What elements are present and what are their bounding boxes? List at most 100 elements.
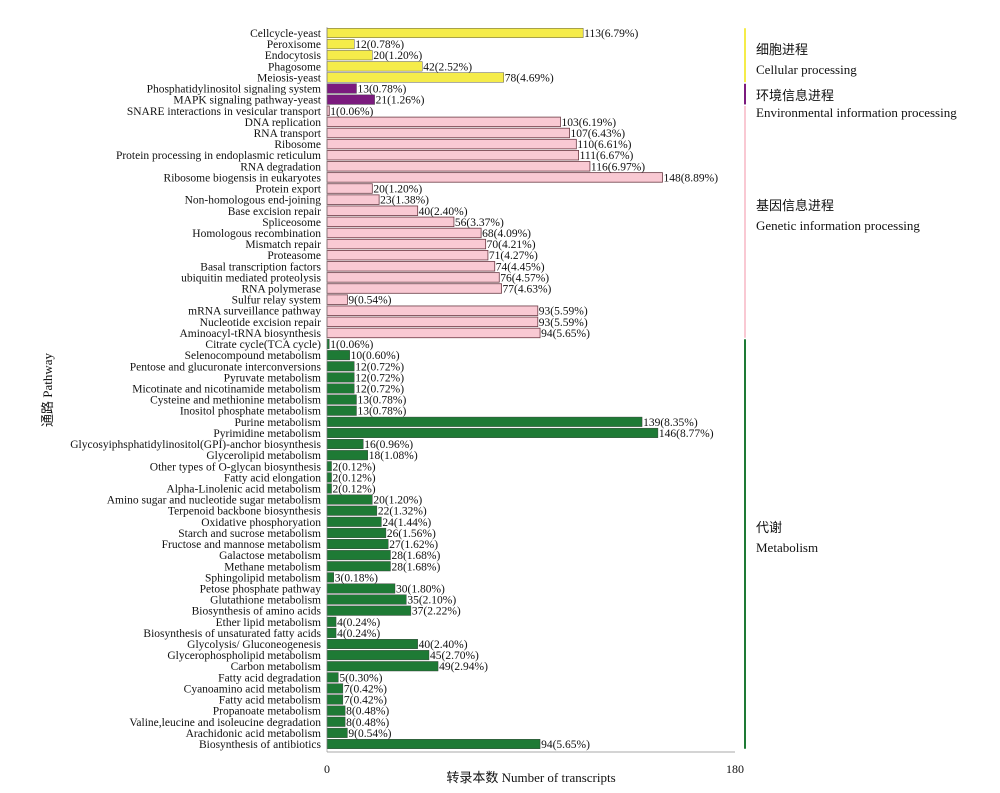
bar bbox=[326, 138, 577, 150]
category-label: Fructose and mannose metabolism bbox=[162, 539, 321, 551]
bar bbox=[326, 261, 496, 272]
category-label: Oxidative phosphoryation bbox=[201, 517, 321, 529]
value-label: 23(1.38%) bbox=[380, 195, 429, 207]
bar bbox=[326, 194, 380, 205]
value-label: 76(4.57%) bbox=[500, 272, 549, 284]
category-label: Proteasome bbox=[267, 250, 321, 262]
value-label: 93(5.59%) bbox=[539, 306, 588, 318]
bar bbox=[326, 539, 389, 550]
category-label: Ribosome biogensis in eukaryotes bbox=[164, 172, 322, 184]
category-label: Petose phosphate pathway bbox=[200, 583, 322, 595]
bar bbox=[326, 72, 505, 83]
category-label: RNA polymerase bbox=[241, 284, 321, 296]
value-label: 94(5.65%) bbox=[541, 328, 590, 340]
bar bbox=[326, 250, 489, 261]
group-label-cn: 代谢 bbox=[756, 520, 782, 535]
value-label: 116(6.97%) bbox=[591, 161, 645, 173]
x-tick-label-0: 0 bbox=[324, 762, 330, 776]
category-label: Biosynthesis of amino acids bbox=[192, 606, 322, 618]
bar bbox=[326, 127, 570, 139]
value-label: 148(8.89%) bbox=[663, 172, 718, 184]
value-label: 146(8.77%) bbox=[659, 428, 714, 440]
bar bbox=[326, 483, 332, 494]
bar bbox=[326, 272, 500, 283]
value-label: 4(0.24%) bbox=[337, 617, 380, 629]
value-label: 16(0.96%) bbox=[364, 439, 413, 451]
value-label: 94(5.65%) bbox=[541, 739, 590, 751]
bar bbox=[326, 350, 350, 361]
category-label: Citrate cycle(TCA cycle) bbox=[205, 339, 321, 351]
bar bbox=[326, 28, 584, 38]
category-label: Micotinate and nicotinamide metabolism bbox=[132, 384, 321, 396]
category-label: RNA transport bbox=[254, 128, 322, 140]
value-label: 8(0.48%) bbox=[346, 706, 389, 718]
value-label: 1(0.06%) bbox=[330, 339, 373, 351]
bar bbox=[326, 294, 348, 305]
bar bbox=[326, 494, 373, 505]
category-label: Meiosis-yeast bbox=[257, 72, 322, 84]
category-label: Selenocompound metabolism bbox=[185, 350, 321, 362]
bar bbox=[326, 161, 591, 172]
category-label: Mismatch repair bbox=[245, 239, 321, 251]
bar bbox=[326, 383, 355, 394]
bar bbox=[326, 83, 357, 94]
bar bbox=[326, 661, 439, 672]
value-label: 56(3.37%) bbox=[455, 217, 504, 229]
bar bbox=[326, 461, 332, 472]
category-label: Galactose metabolism bbox=[219, 550, 321, 562]
bar bbox=[326, 116, 561, 128]
bar bbox=[326, 527, 387, 538]
value-label: 70(4.21%) bbox=[487, 239, 536, 251]
category-label: Glycosyiphsphatidylinositol(GPI)-anchor … bbox=[70, 439, 321, 451]
value-label: 21(1.26%) bbox=[376, 95, 425, 107]
value-label: 71(4.27%) bbox=[489, 250, 538, 262]
category-label: Terpenoid backbone biosynthesis bbox=[168, 506, 322, 518]
bar bbox=[326, 627, 337, 638]
category-label: Glycolysis/ Gluconeogenesis bbox=[187, 639, 321, 651]
value-label: 26(1.56%) bbox=[387, 528, 436, 540]
value-label: 12(0.78%) bbox=[355, 39, 404, 51]
category-label: Protein export bbox=[256, 184, 322, 196]
group-label-en: Cellular processing bbox=[756, 62, 857, 77]
category-label: RNA degradation bbox=[240, 161, 321, 173]
category-label: Pentose and glucuronate interconversions bbox=[130, 361, 322, 373]
value-label: 42(2.52%) bbox=[423, 61, 472, 73]
value-label: 9(0.54%) bbox=[348, 728, 391, 740]
value-label: 24(1.44%) bbox=[382, 517, 431, 529]
value-label: 12(0.72%) bbox=[355, 361, 404, 373]
bar bbox=[326, 505, 378, 516]
category-label: Glutathione metabolism bbox=[210, 595, 321, 607]
group-label-cn: 环境信息进程 bbox=[756, 88, 834, 103]
bar bbox=[326, 672, 339, 683]
category-label: Peroxisome bbox=[267, 39, 321, 51]
category-label: Base excision repair bbox=[228, 206, 321, 218]
bar bbox=[326, 683, 344, 694]
category-label: Glycerophospholipid metabolism bbox=[167, 650, 321, 662]
category-label: Glycerolipid metabolism bbox=[206, 450, 321, 462]
bar bbox=[326, 427, 659, 438]
value-label: 13(0.78%) bbox=[357, 395, 406, 407]
bar bbox=[326, 283, 502, 294]
bar bbox=[326, 172, 663, 183]
value-label: 12(0.72%) bbox=[355, 372, 404, 384]
bar bbox=[326, 405, 357, 416]
bar bbox=[326, 216, 455, 228]
bar bbox=[326, 650, 430, 661]
bar bbox=[326, 394, 357, 405]
category-label: Homologous recombination bbox=[192, 228, 321, 240]
value-label: 7(0.42%) bbox=[344, 695, 387, 707]
category-label: Sulfur relay system bbox=[232, 295, 321, 307]
bar bbox=[326, 727, 348, 738]
category-label: Spliceosome bbox=[262, 217, 321, 229]
bar bbox=[326, 372, 355, 383]
value-label: 7(0.42%) bbox=[344, 683, 387, 695]
category-label: Sphingolipid metabolism bbox=[205, 572, 321, 584]
value-label: 1(0.06%) bbox=[330, 106, 373, 118]
bar bbox=[326, 316, 539, 328]
category-label: Non-homologous end-joining bbox=[185, 195, 322, 207]
category-label: mRNA surveillance pathway bbox=[188, 306, 321, 318]
bar bbox=[326, 94, 375, 105]
bar bbox=[326, 516, 382, 527]
value-label: 45(2.70%) bbox=[430, 650, 479, 662]
